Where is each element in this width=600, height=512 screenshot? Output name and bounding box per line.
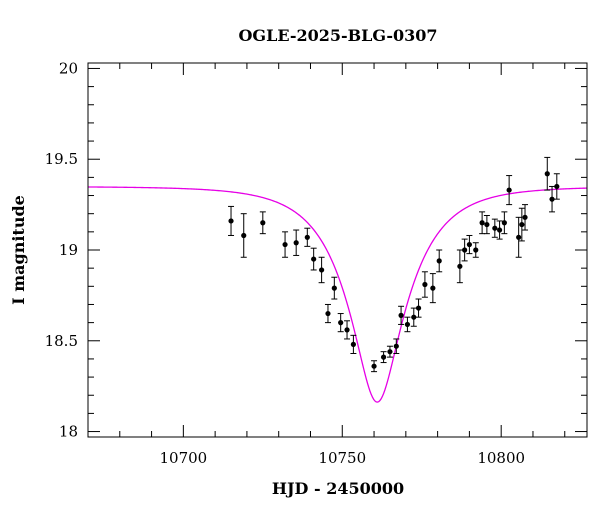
data-point (331, 276, 338, 300)
data-point (522, 204, 529, 231)
data-point-marker (371, 363, 377, 369)
data-point (518, 207, 525, 242)
data-point (483, 215, 490, 235)
data-point-marker (350, 341, 356, 348)
data-point (386, 345, 393, 358)
data-point-marker (404, 321, 411, 328)
model-curve (87, 186, 588, 403)
data-point (324, 303, 331, 324)
data-point-marker (325, 310, 331, 317)
data-point (293, 229, 300, 256)
data-point (501, 211, 508, 235)
data-point-marker (544, 171, 550, 177)
chart-title: OGLE-2025-BLG-0307 (238, 26, 437, 45)
data-point-marker (422, 281, 428, 288)
x-axis-label: HJD - 2450000 (272, 479, 404, 498)
data-point-marker (479, 220, 485, 226)
data-point (436, 249, 443, 273)
model-curve-layer (87, 186, 588, 403)
data-point-marker (304, 234, 310, 240)
data-point (429, 273, 436, 304)
axis-tick-labels: 10700 10750 10800 18 18.5 19 19.5 20 (45, 59, 525, 467)
data-point-marker (387, 349, 393, 355)
data-point (496, 220, 503, 240)
data-point (472, 242, 479, 258)
data-point-marker (344, 327, 350, 333)
data-point (461, 238, 468, 262)
data-point (553, 173, 560, 200)
y-tick-label: 18 (59, 423, 78, 441)
y-axis-label: I magnitude (9, 195, 28, 305)
data-point-marker (380, 354, 387, 360)
x-tick-label: 10750 (318, 449, 366, 467)
data-point-marker (436, 258, 442, 264)
data-point-marker (241, 232, 247, 239)
data-point-marker (522, 214, 528, 220)
data-point-marker (519, 221, 525, 228)
data-point-marker (462, 247, 468, 253)
data-point-marker (554, 183, 560, 190)
data-point (398, 305, 405, 325)
data-point (506, 175, 513, 206)
data-point (393, 338, 400, 354)
data-point (410, 307, 417, 327)
data-point (544, 156, 551, 191)
data-point-marker (260, 220, 266, 226)
data-point-marker (473, 247, 479, 253)
y-tick-label: 20 (59, 59, 78, 77)
data-points-layer (228, 156, 560, 373)
data-point-marker (393, 343, 399, 349)
data-point-marker (282, 241, 288, 248)
data-point-marker (516, 234, 522, 240)
data-point (304, 227, 311, 247)
data-point (310, 247, 317, 271)
x-tick-label: 10800 (477, 449, 525, 467)
data-point-marker (415, 305, 422, 311)
data-point (259, 211, 266, 235)
y-tick-label: 19 (59, 241, 78, 259)
data-point (466, 234, 473, 255)
data-point-marker (501, 220, 507, 226)
data-point-marker (311, 256, 317, 262)
data-point (240, 213, 247, 258)
data-point-marker (506, 187, 512, 193)
plot-frame (87, 62, 588, 438)
data-point (350, 334, 357, 354)
x-tick-label: 10700 (159, 449, 207, 467)
data-point (371, 360, 378, 373)
data-point-marker (549, 196, 555, 202)
data-point (404, 316, 411, 333)
data-point-marker (331, 285, 337, 291)
data-point (228, 205, 235, 236)
data-point (515, 216, 522, 258)
data-point-marker (492, 225, 498, 231)
data-point-marker (411, 314, 417, 320)
data-point-marker (293, 240, 299, 246)
data-point (549, 185, 556, 213)
data-point-marker (430, 285, 436, 291)
data-point-marker (319, 267, 325, 273)
data-point-marker (338, 320, 344, 326)
data-point (421, 271, 428, 298)
data-point (380, 351, 387, 364)
data-point-marker (484, 221, 490, 228)
data-point-marker (398, 312, 404, 318)
data-point (344, 320, 351, 340)
data-point (318, 256, 325, 284)
data-point (456, 249, 463, 284)
data-point-marker (496, 227, 503, 233)
data-point-marker (228, 218, 234, 224)
data-point (491, 218, 498, 238)
axis-ticks (87, 63, 587, 437)
data-point-marker (466, 241, 473, 248)
y-tick-label: 18.5 (45, 332, 78, 350)
data-point (337, 313, 344, 333)
data-point (415, 298, 422, 318)
data-point-marker (457, 263, 463, 269)
y-tick-label: 19.5 (45, 150, 78, 168)
data-point (282, 231, 289, 258)
